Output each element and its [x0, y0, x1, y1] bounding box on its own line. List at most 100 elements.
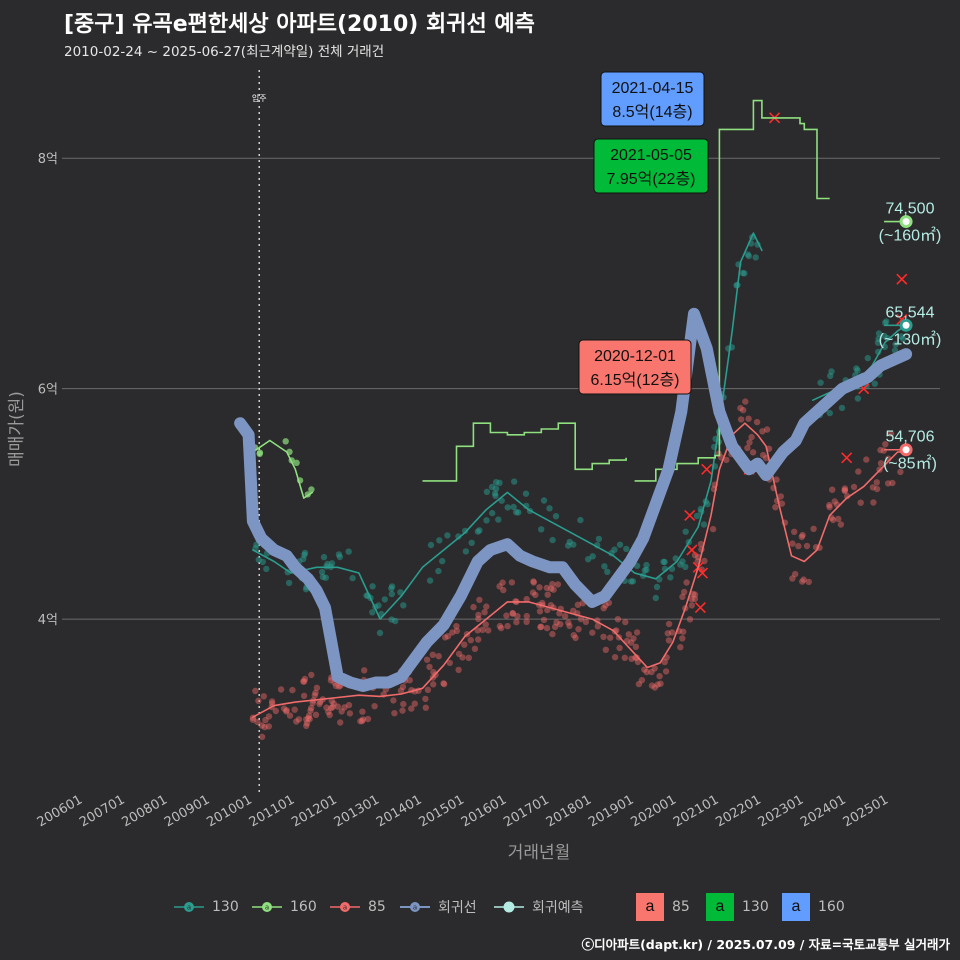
transaction-point: [686, 616, 694, 623]
transaction-point: [628, 655, 635, 662]
transaction-point: [677, 644, 684, 651]
transaction-point: [589, 629, 596, 636]
transaction-point: [320, 553, 328, 561]
transaction-point: [529, 589, 537, 596]
transaction-point: [312, 689, 319, 696]
transaction-point: [537, 623, 544, 631]
transaction-point: [381, 596, 388, 603]
transaction-point: [800, 576, 807, 583]
transaction-point: [504, 622, 511, 630]
transaction-point: [475, 636, 482, 643]
transaction-point: [474, 528, 482, 535]
transaction-point: [496, 583, 503, 590]
transaction-point: [662, 668, 670, 675]
transaction-point: [651, 665, 658, 672]
transaction-point: [546, 505, 553, 512]
y-tick-label: 4억: [38, 613, 58, 628]
regression-line: [234, 307, 913, 692]
transaction-point: [489, 509, 496, 517]
transaction-point: [623, 637, 631, 644]
transaction-point: [566, 622, 573, 630]
ma-line-160-late: [634, 99, 830, 482]
transaction-point: [882, 441, 889, 448]
ma-line-85: [252, 422, 907, 718]
ma-line-160-mid: [422, 422, 627, 482]
transaction-point: [400, 602, 407, 609]
transaction-point: [595, 535, 603, 543]
transaction-point: [742, 398, 749, 405]
transaction-point: [391, 710, 398, 717]
transaction-point: [850, 483, 858, 491]
transaction-point: [259, 558, 266, 566]
transaction-point: [772, 504, 779, 511]
transaction-point: [536, 584, 543, 591]
transaction-point: [483, 517, 490, 524]
transaction-point: [423, 656, 431, 663]
highlight-x-marker: [694, 602, 706, 614]
transaction-point: [873, 479, 880, 486]
forecast-value-130: 65,544: [886, 304, 935, 321]
transaction-point: [446, 659, 453, 667]
transaction-point: [530, 578, 537, 585]
svg-text:a: a: [187, 904, 191, 912]
transaction-point: [600, 605, 607, 612]
transaction-point: [540, 497, 548, 504]
transaction-point: [633, 629, 641, 636]
legend-box-glyph-85: a: [636, 893, 664, 921]
transaction-point: [411, 700, 418, 707]
transaction-point: [870, 499, 877, 506]
highlight-x-marker: [896, 273, 908, 285]
ma-line-130: [252, 232, 763, 620]
transaction-point: [871, 380, 878, 387]
annotation-price-85: 6.15억(12층): [590, 371, 679, 389]
transaction-point: [829, 516, 837, 524]
x-tick-label: 201201: [289, 792, 339, 830]
transaction-point: [335, 683, 343, 690]
transaction-point: [594, 623, 601, 630]
x-tick-label: 201701: [501, 792, 551, 830]
transaction-point: [565, 542, 572, 549]
transaction-point: [326, 711, 333, 719]
transaction-point: [256, 449, 264, 456]
transaction-point: [295, 716, 303, 723]
transaction-point: [543, 624, 551, 632]
transaction-point: [854, 367, 861, 374]
transaction-point: [260, 693, 267, 700]
transaction-point: [803, 542, 811, 550]
transaction-point: [485, 627, 492, 634]
transaction-point: [444, 633, 452, 640]
transaction-point: [475, 611, 482, 619]
transaction-point: [748, 433, 755, 441]
transaction-point: [265, 723, 272, 730]
transaction-point: [625, 631, 632, 638]
transaction-point: [600, 633, 607, 640]
transaction-point: [723, 456, 730, 464]
transaction-point: [648, 668, 655, 676]
legend-line-swatch-160: a: [252, 894, 282, 920]
transaction-point: [303, 722, 310, 729]
transaction-point: [513, 509, 520, 516]
transaction-point: [656, 673, 663, 680]
transaction-point: [665, 620, 673, 628]
x-tick-label: 200601: [35, 792, 85, 830]
transaction-point: [681, 588, 688, 596]
transaction-point: [406, 677, 413, 684]
transaction-point: [648, 682, 656, 689]
transaction-point: [759, 428, 766, 435]
transaction-point: [682, 528, 689, 535]
forecast-point-core-160: [902, 218, 910, 226]
transaction-point: [426, 663, 433, 671]
transaction-point: [338, 708, 345, 715]
transaction-point: [329, 703, 336, 711]
transaction-point: [826, 409, 833, 417]
transaction-point: [427, 541, 435, 549]
highlight-x-marker: [841, 452, 853, 464]
transaction-point: [643, 561, 650, 569]
transaction-point: [745, 415, 752, 422]
x-tick-label: 200901: [162, 792, 212, 830]
legend-label-85: 85: [368, 899, 386, 915]
transaction-point: [435, 567, 442, 575]
transaction-point: [346, 710, 354, 717]
transaction-point: [523, 596, 530, 603]
transaction-point: [249, 716, 257, 723]
